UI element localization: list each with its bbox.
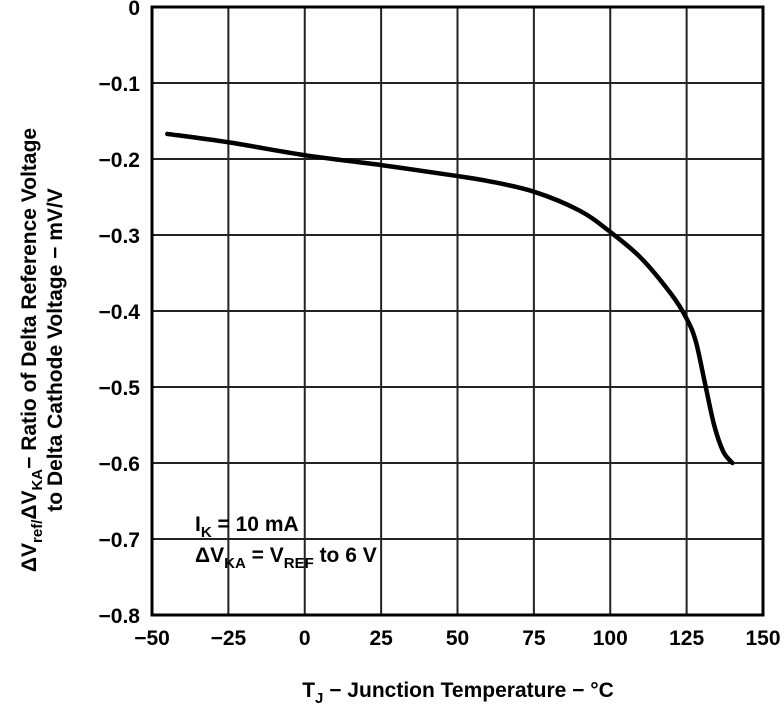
annotation-line1: IK = 10 mA	[195, 513, 299, 541]
y-label-part: ref/	[29, 519, 46, 543]
x-tick-label: −25	[211, 627, 247, 650]
ann1-a: I	[195, 513, 201, 536]
x-axis-label: TJ − Junction Temperature − °C	[302, 679, 614, 703]
y-axis-label: ΔVref/ΔVKA− Ratio of Delta Reference Vol…	[18, 128, 67, 572]
ann2-a: ΔV	[195, 544, 224, 567]
x-tick-label: 25	[369, 627, 393, 650]
y-tick-label: −0.1	[99, 73, 141, 96]
ann2-asub: KA	[224, 555, 246, 572]
ann1-sub: K	[201, 524, 212, 541]
y-tick-label: −0.7	[99, 529, 140, 552]
y-label-line1: ΔVref/ΔVKA− Ratio of Delta Reference Vol…	[18, 128, 46, 572]
series-line	[165, 131, 735, 466]
x-label-main: T	[302, 679, 315, 702]
y-tick-label: −0.3	[99, 225, 140, 248]
y-tick-label: −0.5	[99, 377, 141, 400]
x-tick-label: 75	[522, 627, 546, 650]
annotation-line2: ΔVKA = VREF to 6 V	[195, 544, 377, 572]
x-tick-label: 100	[593, 627, 628, 650]
x-tick-label: 0	[299, 627, 311, 650]
tick-labels: −50 −25 0 25 50 75 100 125 150 0 −0.1 −0.2 −0.3 −0.4 −…	[99, 0, 781, 650]
ann1-b: = 10 mA	[212, 513, 299, 536]
y-label-part: − Ratio of Delta Reference Voltage	[18, 128, 41, 469]
y-label-part: ΔV	[18, 491, 41, 520]
y-tick-label: −0.2	[99, 149, 140, 172]
annotation: IK = 10 mA ΔVKA = VREF to 6 V	[195, 513, 377, 572]
y-label-line2: to Delta Cathode Voltage − mV/V	[44, 188, 67, 511]
x-tick-label: −50	[134, 627, 170, 650]
x-label-sub: J	[315, 690, 323, 703]
ann2-b: = V	[246, 544, 284, 567]
y-tick-label: −0.8	[99, 605, 141, 628]
x-tick-label: 150	[745, 627, 780, 650]
y-label-part: ΔV	[18, 543, 41, 572]
x-tick-label: 125	[669, 627, 704, 650]
ann2-bsub: REF	[284, 555, 314, 572]
y-tick-label: −0.4	[99, 301, 141, 324]
y-tick-label: 0	[128, 0, 140, 20]
y-label-part: KA	[29, 469, 46, 491]
plot-frame	[150, 5, 765, 617]
x-tick-label: 50	[446, 627, 469, 650]
ann2-c: to 6 V	[314, 544, 377, 567]
x-label-rest: − Junction Temperature − °C	[323, 679, 613, 702]
y-tick-label: −0.6	[99, 453, 140, 476]
